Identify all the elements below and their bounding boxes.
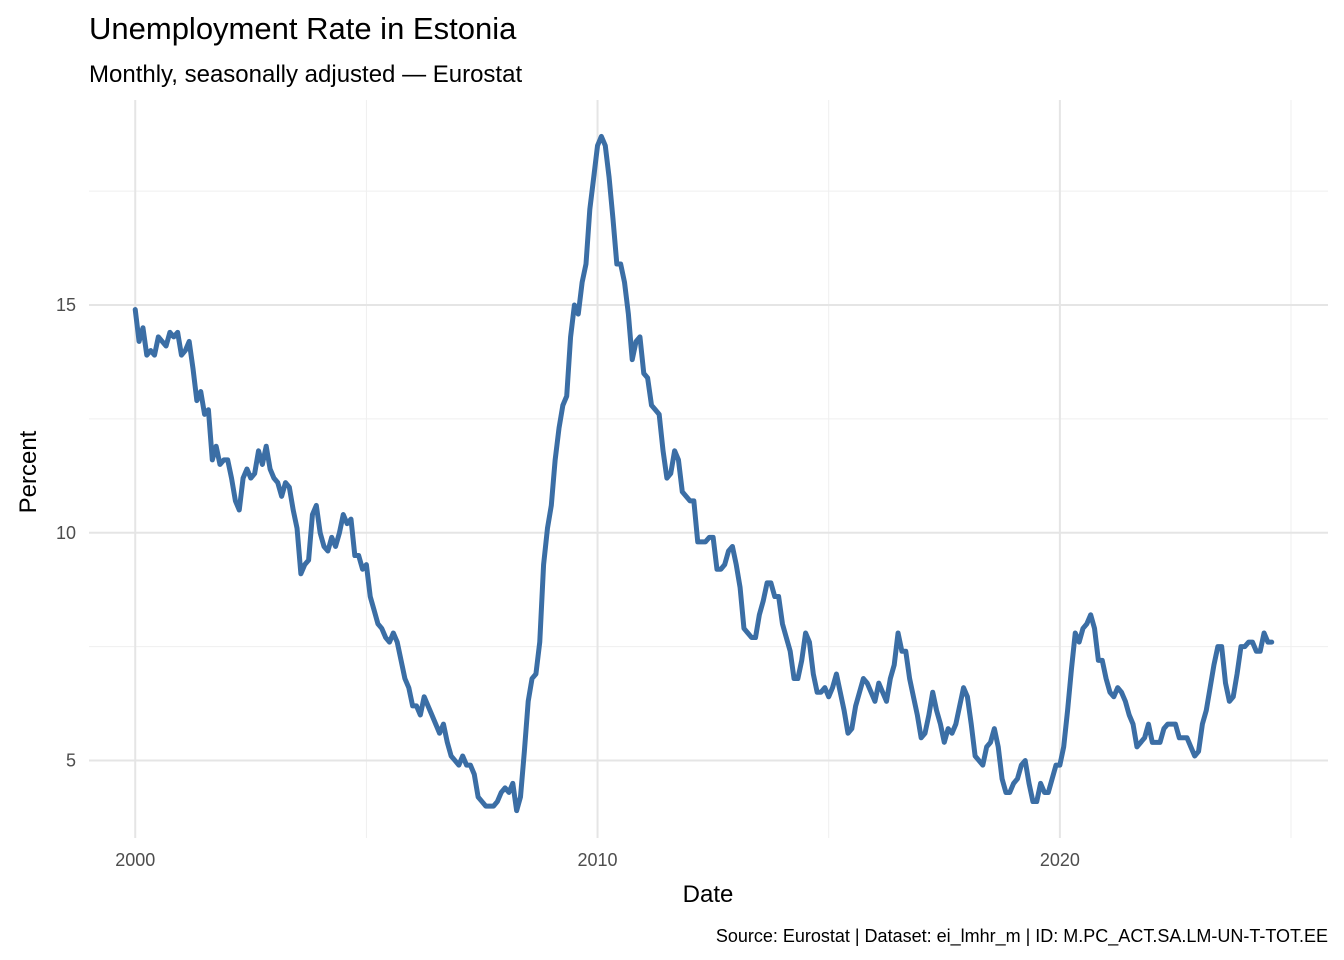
major-gridlines bbox=[89, 100, 1328, 838]
series-layer bbox=[132, 133, 1275, 814]
chart-title: Unemployment Rate in Estonia bbox=[89, 11, 517, 46]
chart-caption: Source: Eurostat | Dataset: ei_lmhr_m | … bbox=[716, 926, 1328, 947]
y-tick-labels: 5 10 15 bbox=[56, 295, 76, 771]
chart-subtitle: Monthly, seasonally adjusted — Eurostat bbox=[89, 61, 522, 88]
series-line bbox=[132, 133, 1275, 814]
y-tick-label: 5 bbox=[66, 751, 76, 771]
x-tick-label: 2020 bbox=[1040, 850, 1080, 870]
y-tick-label: 10 bbox=[56, 523, 76, 543]
minor-gridlines bbox=[89, 100, 1328, 838]
x-tick-labels: 2000 2010 2020 bbox=[115, 850, 1080, 870]
x-tick-label: 2000 bbox=[115, 850, 155, 870]
x-tick-label: 2010 bbox=[578, 850, 618, 870]
y-tick-label: 15 bbox=[56, 295, 76, 315]
x-axis-title: Date bbox=[683, 881, 734, 908]
y-axis-title: Percent bbox=[15, 430, 42, 513]
